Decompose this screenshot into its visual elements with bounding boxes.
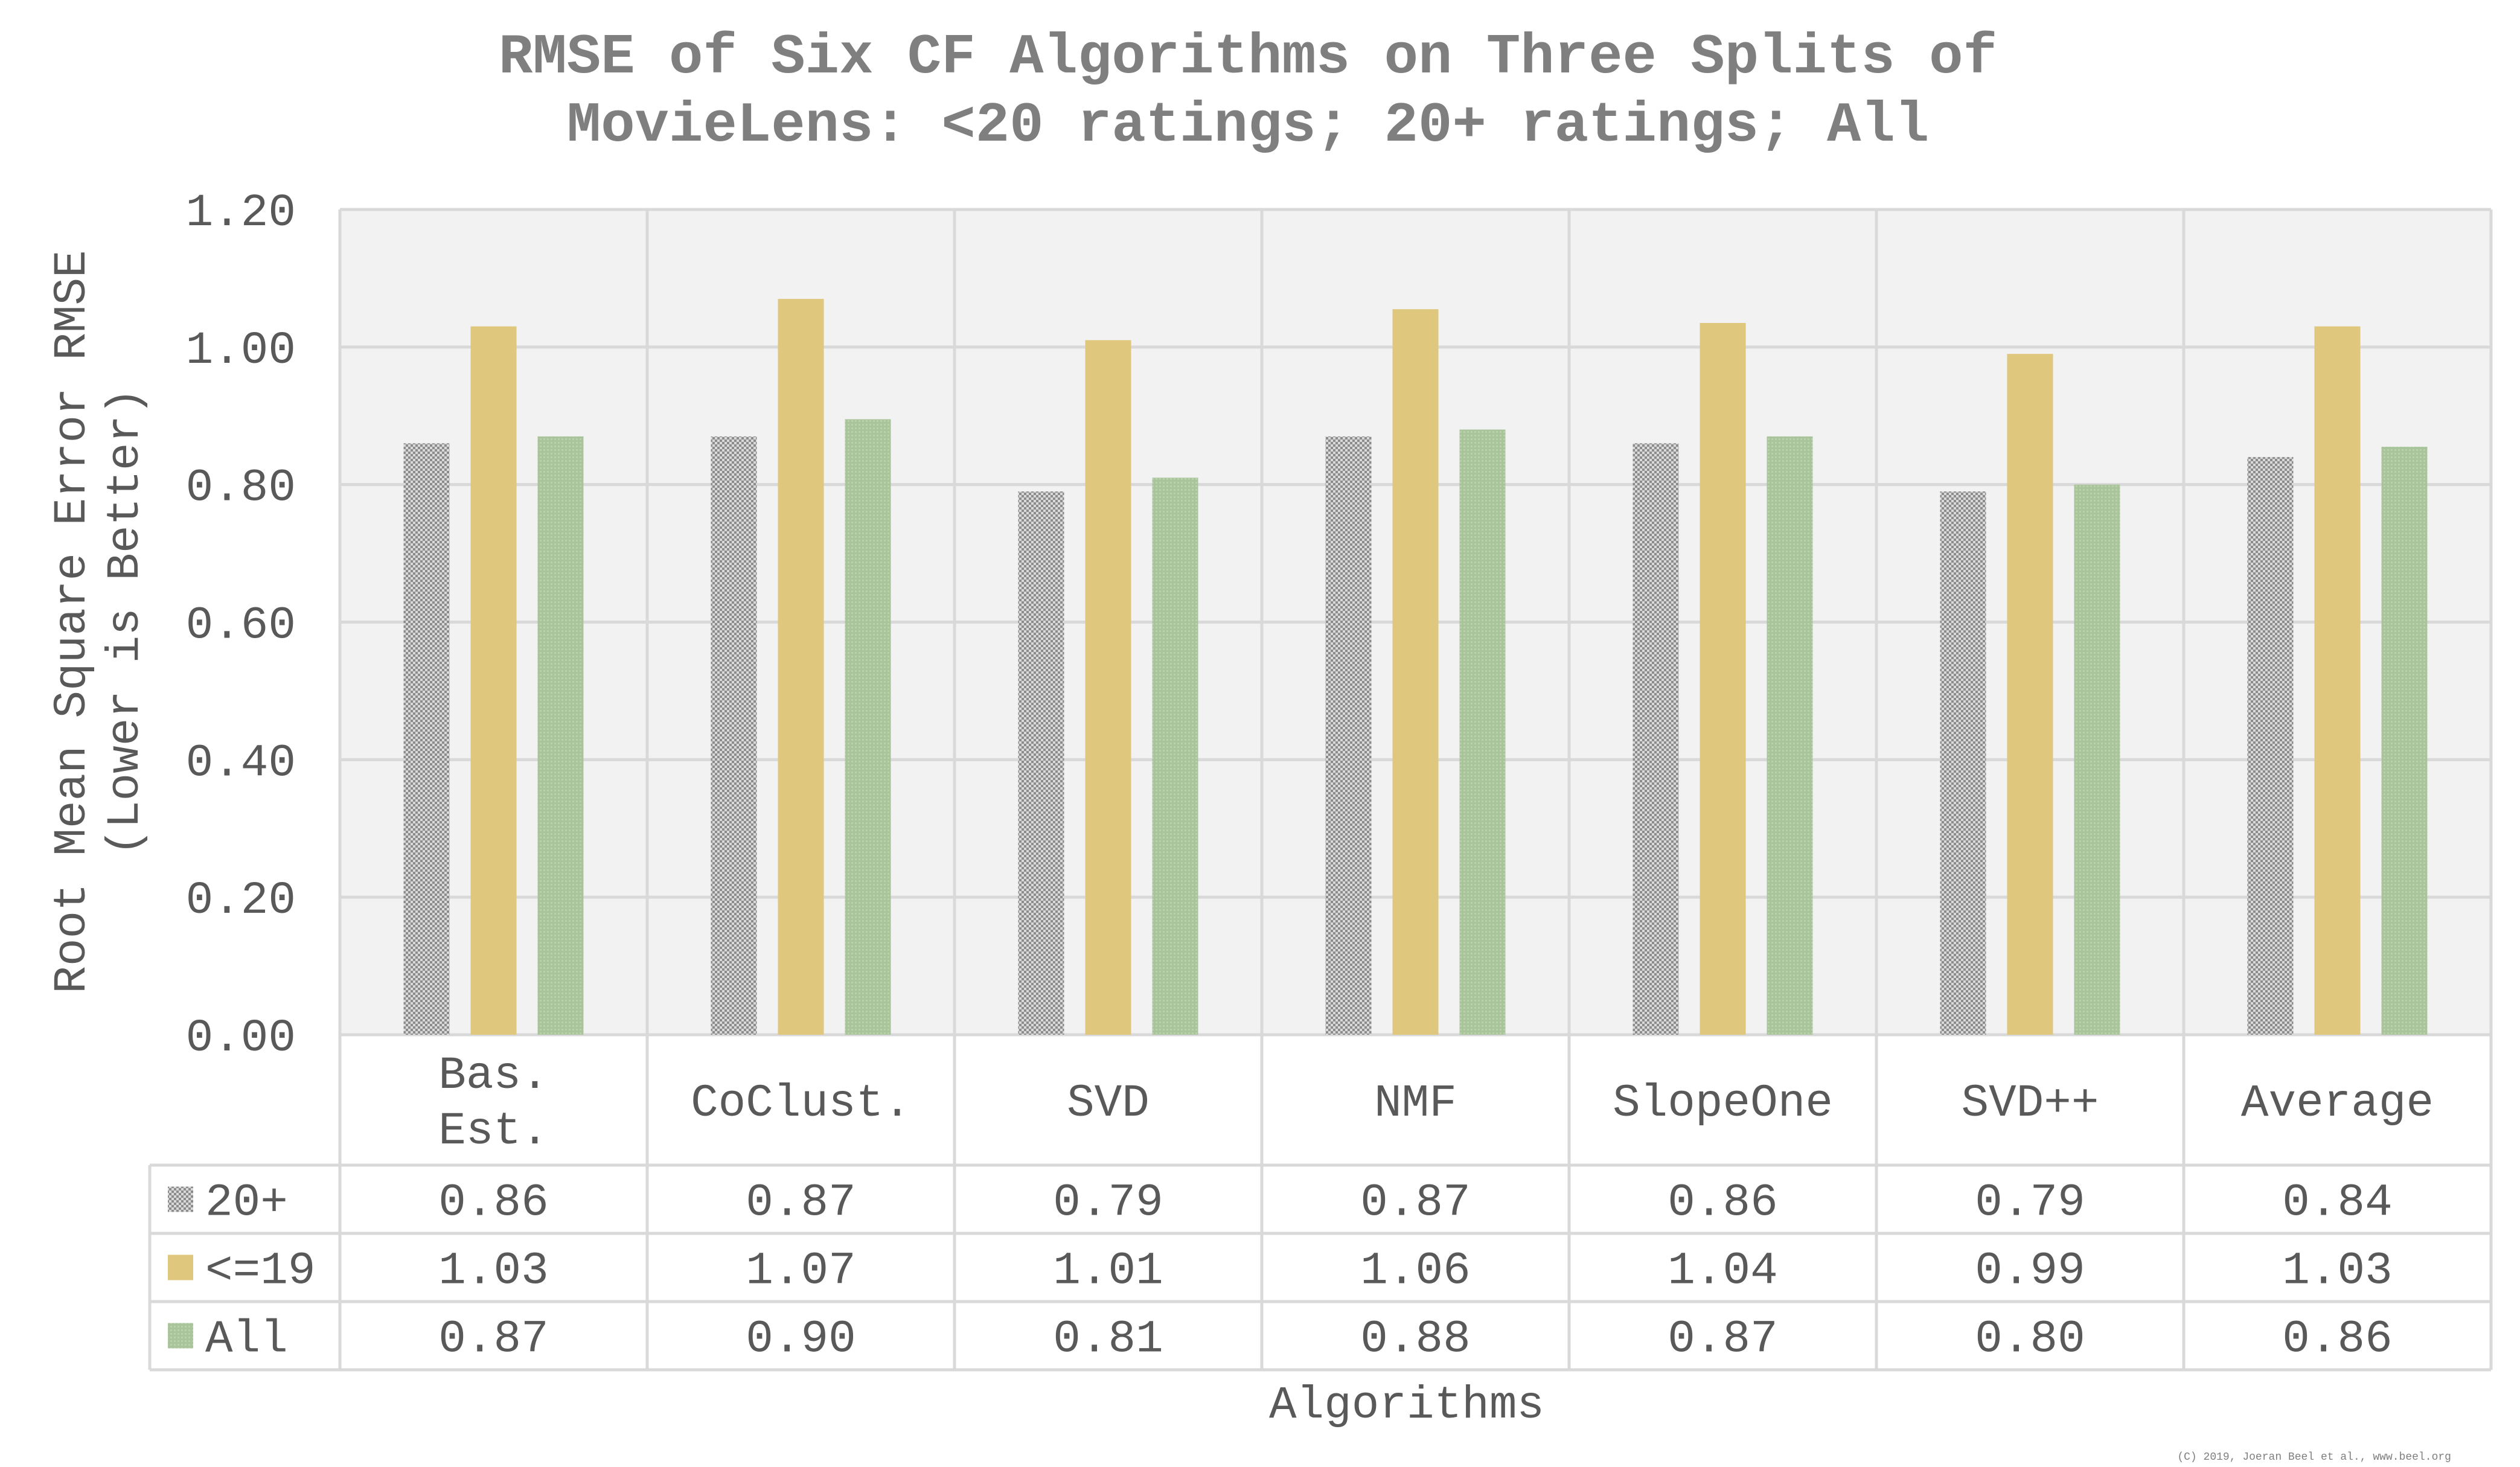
data-label: 0.84: [2282, 1177, 2392, 1229]
data-label: 0.81: [1053, 1314, 1163, 1366]
data-label: 0.87: [1360, 1177, 1470, 1229]
bar-20+-1: [711, 436, 757, 1035]
legend-label: 20+: [205, 1177, 288, 1229]
category-label: Est.: [438, 1105, 548, 1157]
data-label: 0.86: [438, 1177, 548, 1229]
category-label: Bas.: [438, 1050, 548, 1102]
data-table: Bas.Est. CoClust. SVD NMF SlopeOne SVD++ Avera…: [148, 1035, 2493, 1372]
bar-All-5: [2074, 484, 2120, 1035]
data-label: 1.03: [438, 1245, 548, 1297]
y-tick-label: 0.20: [186, 875, 296, 927]
data-label: 1.01: [1053, 1245, 1163, 1297]
data-label: 0.80: [1975, 1314, 2085, 1366]
data-label: 0.87: [1668, 1314, 1777, 1366]
data-label: 0.87: [438, 1314, 548, 1366]
bar-All-0: [537, 436, 584, 1035]
bar-<=19-1: [778, 299, 824, 1035]
data-label: 0.87: [746, 1177, 855, 1229]
y-tick-label: 0.80: [186, 462, 296, 514]
bar-All-4: [1767, 436, 1813, 1035]
y-tick-label: 0.00: [186, 1012, 296, 1064]
bar-All-1: [845, 419, 891, 1035]
data-label: 0.90: [746, 1314, 855, 1366]
y-tick-label: 0.40: [186, 737, 296, 789]
category-label: Average: [2241, 1078, 2434, 1130]
data-label: 0.86: [1668, 1177, 1777, 1229]
category-label: CoClust.: [691, 1078, 911, 1130]
data-label: 1.04: [1668, 1245, 1777, 1297]
bar-<=19-5: [2007, 354, 2053, 1035]
bar-20+-6: [2247, 457, 2294, 1035]
data-label: 0.99: [1975, 1245, 2085, 1297]
y-axis-label-line-2: (Lower is Better): [100, 388, 152, 855]
bars: [403, 299, 2428, 1035]
data-label: 1.06: [1360, 1245, 1470, 1297]
data-label: 1.07: [746, 1245, 855, 1297]
bar-<=19-3: [1392, 309, 1439, 1035]
y-tick-label: 1.00: [186, 325, 296, 377]
data-label: 0.88: [1360, 1314, 1470, 1366]
category-label: SVD++: [1961, 1078, 2099, 1130]
bar-<=19-0: [470, 326, 517, 1035]
category-label: SlopeOne: [1613, 1078, 1833, 1130]
legend-key-All: [168, 1323, 193, 1349]
y-tick-label: 1.20: [186, 187, 296, 239]
bar-20+-5: [1940, 491, 1986, 1035]
bar-<=19-2: [1085, 340, 1131, 1035]
legend-key-<=19: [168, 1254, 193, 1280]
chart-title-line-2: MovieLens: <20 ratings; 20+ ratings; All: [567, 94, 1929, 158]
bar-<=19-6: [2314, 326, 2361, 1035]
category-label: SVD: [1067, 1078, 1150, 1130]
y-tick-label: 0.60: [186, 600, 296, 652]
bar-20+-2: [1018, 491, 1064, 1035]
data-label: 0.79: [1975, 1177, 2085, 1229]
bar-20+-4: [1633, 443, 1679, 1035]
chart-title-line-1: RMSE of Six CF Algorithms on Three Split…: [499, 26, 1997, 90]
bar-All-2: [1152, 478, 1198, 1035]
credit-line: (C) 2019, Joeran Beel et al., www.beel.o…: [2177, 1451, 2451, 1463]
bar-20+-3: [1325, 436, 1372, 1035]
category-label: NMF: [1374, 1078, 1457, 1130]
bar-All-6: [2381, 447, 2428, 1035]
y-axis-label-line-1: Root Mean Square Error RMSE: [46, 250, 98, 993]
data-label: 0.79: [1053, 1177, 1163, 1229]
legend-key-20+: [168, 1186, 193, 1212]
bar-All-3: [1459, 429, 1506, 1035]
bar-20+-0: [403, 443, 450, 1035]
legend-label: <=19: [205, 1245, 315, 1297]
data-label: 1.03: [2282, 1245, 2392, 1297]
bar-<=19-4: [1700, 322, 1746, 1035]
legend-label: All: [205, 1314, 288, 1366]
y-tick-labels: 0.00 0.20 0.40 0.60 0.80 1.00 1.20: [186, 187, 296, 1064]
x-axis-label: Algorithms: [1269, 1379, 1544, 1431]
data-label: 0.86: [2282, 1314, 2392, 1366]
